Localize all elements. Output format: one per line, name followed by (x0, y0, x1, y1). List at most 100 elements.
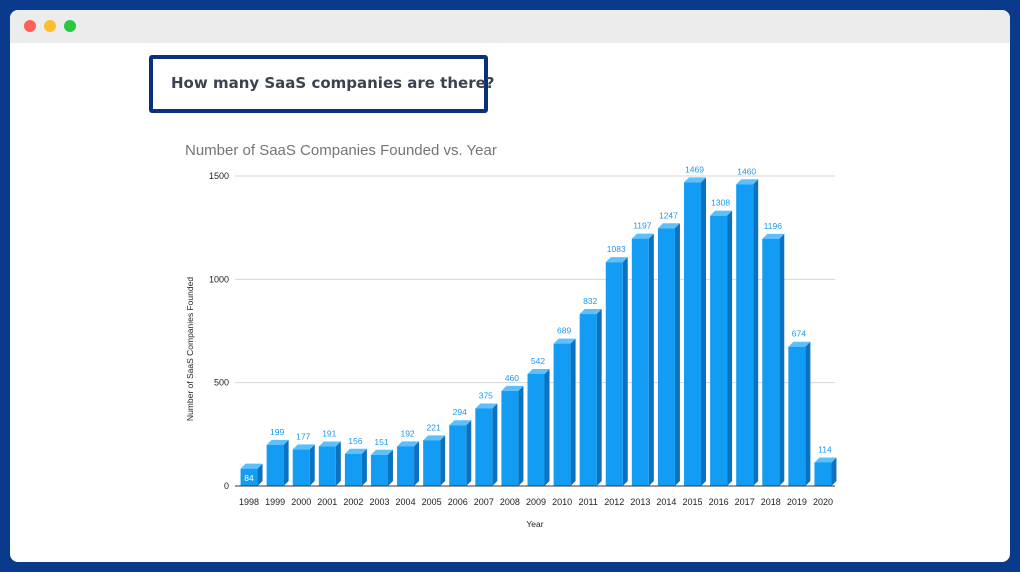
y-axis-label: Number of SaaS Companies Founded (185, 277, 195, 421)
bar-top (240, 463, 263, 469)
bar-side (257, 463, 263, 486)
bar (553, 343, 571, 486)
bar-side (414, 441, 420, 486)
bar-value-label: 156 (348, 436, 362, 446)
x-tick-label: 2009 (526, 497, 546, 507)
x-tick-label: 2005 (422, 497, 442, 507)
bar (240, 468, 258, 486)
bar-value-label: 542 (531, 356, 545, 366)
bar-value-label: 375 (479, 391, 493, 401)
bar-side (387, 449, 393, 486)
bar-value-label: 1247 (659, 210, 678, 220)
bar-value-label: 84 (244, 473, 254, 483)
x-tick-label: 2001 (317, 497, 337, 507)
x-tick-label: 1999 (265, 497, 285, 507)
x-tick-label: 2014 (656, 497, 676, 507)
x-tick-label: 2020 (813, 497, 833, 507)
x-tick-label: 2015 (683, 497, 703, 507)
bar-value-label: 199 (270, 427, 284, 437)
bar-value-label: 1460 (737, 166, 756, 176)
bar-value-label: 114 (818, 444, 832, 454)
bar (788, 346, 806, 486)
bar-top (736, 179, 759, 185)
bar (423, 440, 441, 486)
x-tick-label: 2019 (787, 497, 807, 507)
bar-top (501, 385, 524, 391)
close-window-button[interactable] (24, 20, 36, 32)
bar (684, 182, 702, 486)
bar-top (605, 257, 628, 263)
x-tick-label: 2018 (761, 497, 781, 507)
bar-side (622, 257, 628, 486)
bar-side (805, 341, 811, 486)
browser-window: How many SaaS companies are there? Numbe… (10, 10, 1010, 562)
y-tick-label: 1000 (209, 274, 229, 284)
zoom-window-button[interactable] (64, 20, 76, 32)
bar (579, 314, 597, 486)
x-tick-label: 2007 (474, 497, 494, 507)
bar-top (788, 341, 811, 347)
bar-top (318, 441, 341, 447)
bar-side (440, 435, 446, 486)
x-tick-label: 2000 (291, 497, 311, 507)
bar (292, 449, 310, 486)
bar-side (753, 179, 759, 486)
bar (266, 444, 284, 486)
bar-side (831, 457, 837, 486)
x-tick-label: 2006 (448, 497, 468, 507)
x-tick-label: 2008 (500, 497, 520, 507)
bar (736, 184, 754, 486)
bar-top (292, 444, 315, 450)
bar-top (344, 448, 367, 454)
x-tick-label: 2012 (604, 497, 624, 507)
x-tick-label: 2010 (552, 497, 572, 507)
bar-top (475, 403, 498, 409)
chart-title: Number of SaaS Companies Founded vs. Yea… (185, 142, 497, 159)
minimize-window-button[interactable] (44, 20, 56, 32)
bar-top (397, 441, 420, 447)
bar-top (631, 233, 654, 239)
bar-top (657, 223, 680, 229)
bar (449, 425, 467, 486)
bar-value-label: 221 (427, 422, 441, 432)
bar-side (309, 444, 315, 486)
y-tick-label: 0 (224, 481, 229, 491)
x-tick-label: 2017 (735, 497, 755, 507)
bar (657, 228, 675, 486)
bar-side (596, 309, 602, 486)
bar-top (266, 439, 289, 445)
bar-top (449, 420, 472, 426)
bar (501, 390, 519, 486)
bar-side (492, 403, 498, 486)
question-heading: How many SaaS companies are there? (171, 74, 495, 92)
bar-value-label: 177 (296, 431, 310, 441)
question-box: How many SaaS companies are there? (149, 55, 494, 113)
x-tick-label: 2013 (630, 497, 650, 507)
bar-value-label: 689 (557, 326, 571, 336)
x-tick-label: 1998 (239, 497, 259, 507)
bar (814, 462, 832, 486)
bar-side (648, 233, 654, 486)
bar-top (762, 233, 785, 239)
bar-value-label: 1308 (711, 198, 730, 208)
bar-value-label: 1083 (607, 244, 626, 254)
bar-side (570, 338, 576, 486)
x-tick-label: 2011 (578, 497, 597, 507)
bar (762, 238, 780, 486)
bar-top (423, 435, 446, 441)
bar-value-label: 1196 (764, 221, 783, 231)
bar (631, 238, 649, 486)
bar-side (674, 223, 680, 486)
x-tick-label: 2004 (396, 497, 416, 507)
bar-value-label: 294 (453, 407, 467, 417)
x-axis-label: Year (526, 519, 543, 529)
bar-value-label: 192 (400, 428, 414, 438)
bar-side (779, 233, 785, 486)
bar-top (710, 210, 733, 216)
bar-value-label: 151 (374, 437, 388, 447)
bar (344, 453, 362, 486)
y-tick-label: 500 (214, 378, 229, 388)
bar (370, 454, 388, 486)
bar-value-label: 1469 (685, 164, 704, 174)
bar-value-label: 191 (322, 429, 336, 439)
